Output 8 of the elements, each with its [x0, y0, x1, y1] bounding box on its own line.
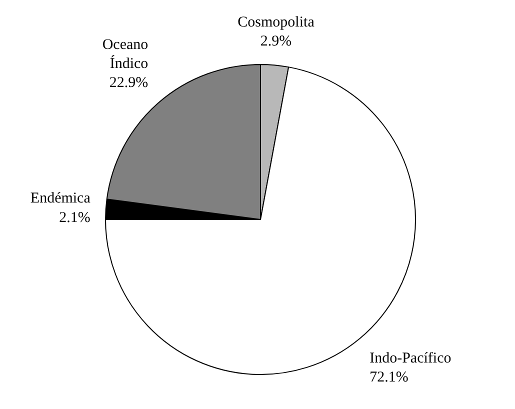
data-label: 72.1% [370, 370, 408, 386]
data-label: 2.9% [260, 34, 292, 50]
data-label: 2.1% [59, 210, 90, 226]
slice-label: Endémica [30, 190, 91, 207]
data-label: 22.9% [109, 75, 148, 92]
slice-label: Oceano Índico [102, 36, 148, 72]
slice-label: Cosmopolita [238, 14, 315, 31]
slice-label: Indo-Pacífico [370, 350, 452, 367]
